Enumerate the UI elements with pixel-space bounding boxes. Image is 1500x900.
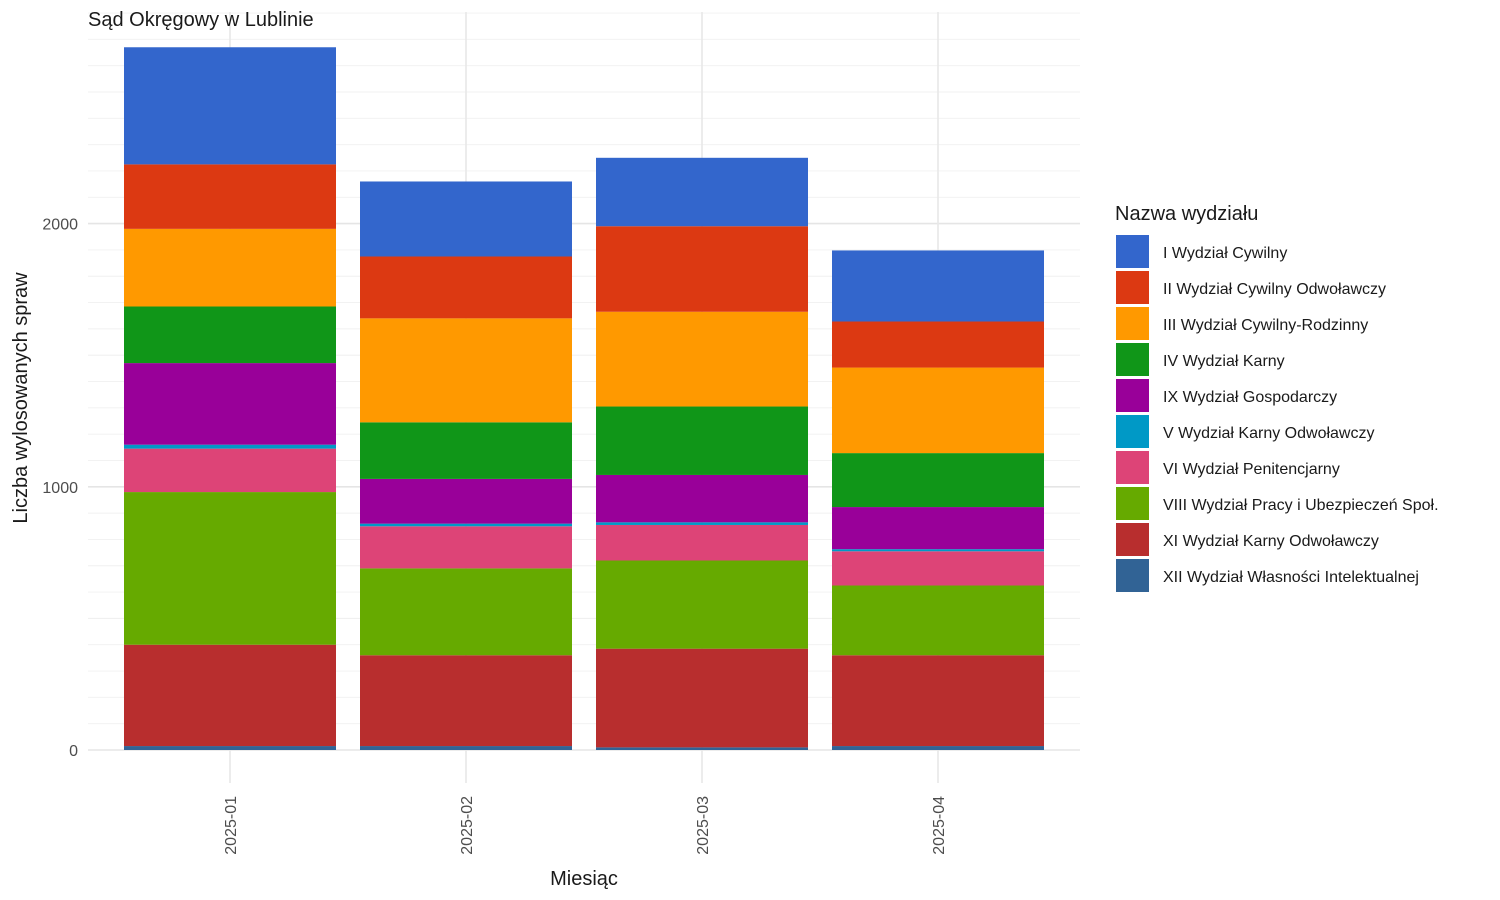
bar-segment [124, 47, 336, 165]
bar-segment [832, 321, 1044, 368]
legend-swatch [1116, 271, 1149, 304]
legend-label: III Wydział Cywilny-Rodzinny [1163, 317, 1368, 334]
bar-segment [360, 526, 572, 569]
bar-segment [832, 549, 1044, 552]
legend-label: I Wydział Cywilny [1163, 245, 1287, 262]
bar-segment [596, 474, 808, 523]
bar-segment [596, 560, 808, 649]
legend-label: VIII Wydział Pracy i Ubezpieczeń Społ. [1163, 497, 1439, 514]
y-tick-label: 0 [69, 743, 78, 760]
bar-segment [360, 746, 572, 750]
legend-label: VI Wydział Penitencjarny [1163, 461, 1340, 478]
y-axis-ticks: 0 1000 2000 [42, 217, 78, 760]
bar-segment [596, 747, 808, 750]
bar-segment [832, 367, 1044, 454]
bar-segment [124, 746, 336, 750]
bar-segment [832, 551, 1044, 586]
y-axis-title: Liczba wylosowanych spraw [10, 272, 32, 524]
bar-segment [124, 644, 336, 747]
bar-segment [596, 524, 808, 561]
bar-segment [360, 655, 572, 747]
bar-segment [832, 507, 1044, 550]
legend-label: XII Wydział Własności Intelektualnej [1163, 569, 1419, 586]
x-tick-label: 2025-04 [931, 796, 948, 855]
x-axis-title: Miesiąc [550, 868, 618, 890]
x-tick-label: 2025-02 [459, 796, 476, 855]
y-tick-label: 1000 [42, 480, 78, 497]
legend-label: V Wydział Karny Odwoławczy [1163, 425, 1374, 442]
legend-label: IX Wydział Gospodarczy [1163, 389, 1337, 406]
x-tick-label: 2025-01 [223, 796, 240, 855]
bar-segment [832, 655, 1044, 747]
bar-segment [832, 585, 1044, 656]
legend-label: XI Wydział Karny Odwoławczy [1163, 533, 1379, 550]
legend-swatch [1116, 415, 1149, 448]
bar-segment [360, 523, 572, 527]
bar-segment [124, 228, 336, 307]
bar-segment [360, 318, 572, 423]
legend: Nazwa wydziału I Wydział Cywilny II Wydzi… [1115, 203, 1439, 592]
x-axis-ticks: 2025-01 2025-02 2025-03 2025-04 [223, 796, 948, 855]
bar-segment [124, 492, 336, 645]
x-tick-label: 2025-03 [695, 796, 712, 855]
bar-segment [596, 157, 808, 227]
bar-segment [124, 164, 336, 229]
bar-segment [124, 444, 336, 449]
bar-segment [832, 746, 1044, 750]
legend-label: IV Wydział Karny [1163, 353, 1285, 370]
bar-segment [360, 256, 572, 319]
legend-swatch [1116, 235, 1149, 268]
bar-segment [360, 181, 572, 257]
legend-swatch [1116, 343, 1149, 376]
legend-swatch [1116, 451, 1149, 484]
bars [124, 47, 1044, 750]
bar-segment [596, 311, 808, 407]
bar-segment [596, 226, 808, 312]
legend-swatch [1116, 307, 1149, 340]
bar-segment [596, 648, 808, 748]
bar-segment [360, 568, 572, 656]
legend-swatch [1116, 379, 1149, 412]
legend-swatch [1116, 487, 1149, 520]
bar-segment [124, 306, 336, 364]
chart-title: Sąd Okręgowy w Lublinie [88, 9, 314, 31]
bar-segment [124, 363, 336, 445]
legend-swatch [1116, 559, 1149, 592]
bar-segment [832, 250, 1044, 322]
bar-segment [124, 448, 336, 493]
bar-segment [832, 453, 1044, 508]
legend-swatch [1116, 523, 1149, 556]
bar-segment [596, 406, 808, 475]
legend-label: II Wydział Cywilny Odwoławczy [1163, 281, 1386, 298]
bar-segment [596, 522, 808, 525]
y-tick-label: 2000 [42, 217, 78, 234]
legend-title: Nazwa wydziału [1115, 203, 1258, 225]
bar-segment [360, 478, 572, 524]
bar-segment [360, 422, 572, 479]
